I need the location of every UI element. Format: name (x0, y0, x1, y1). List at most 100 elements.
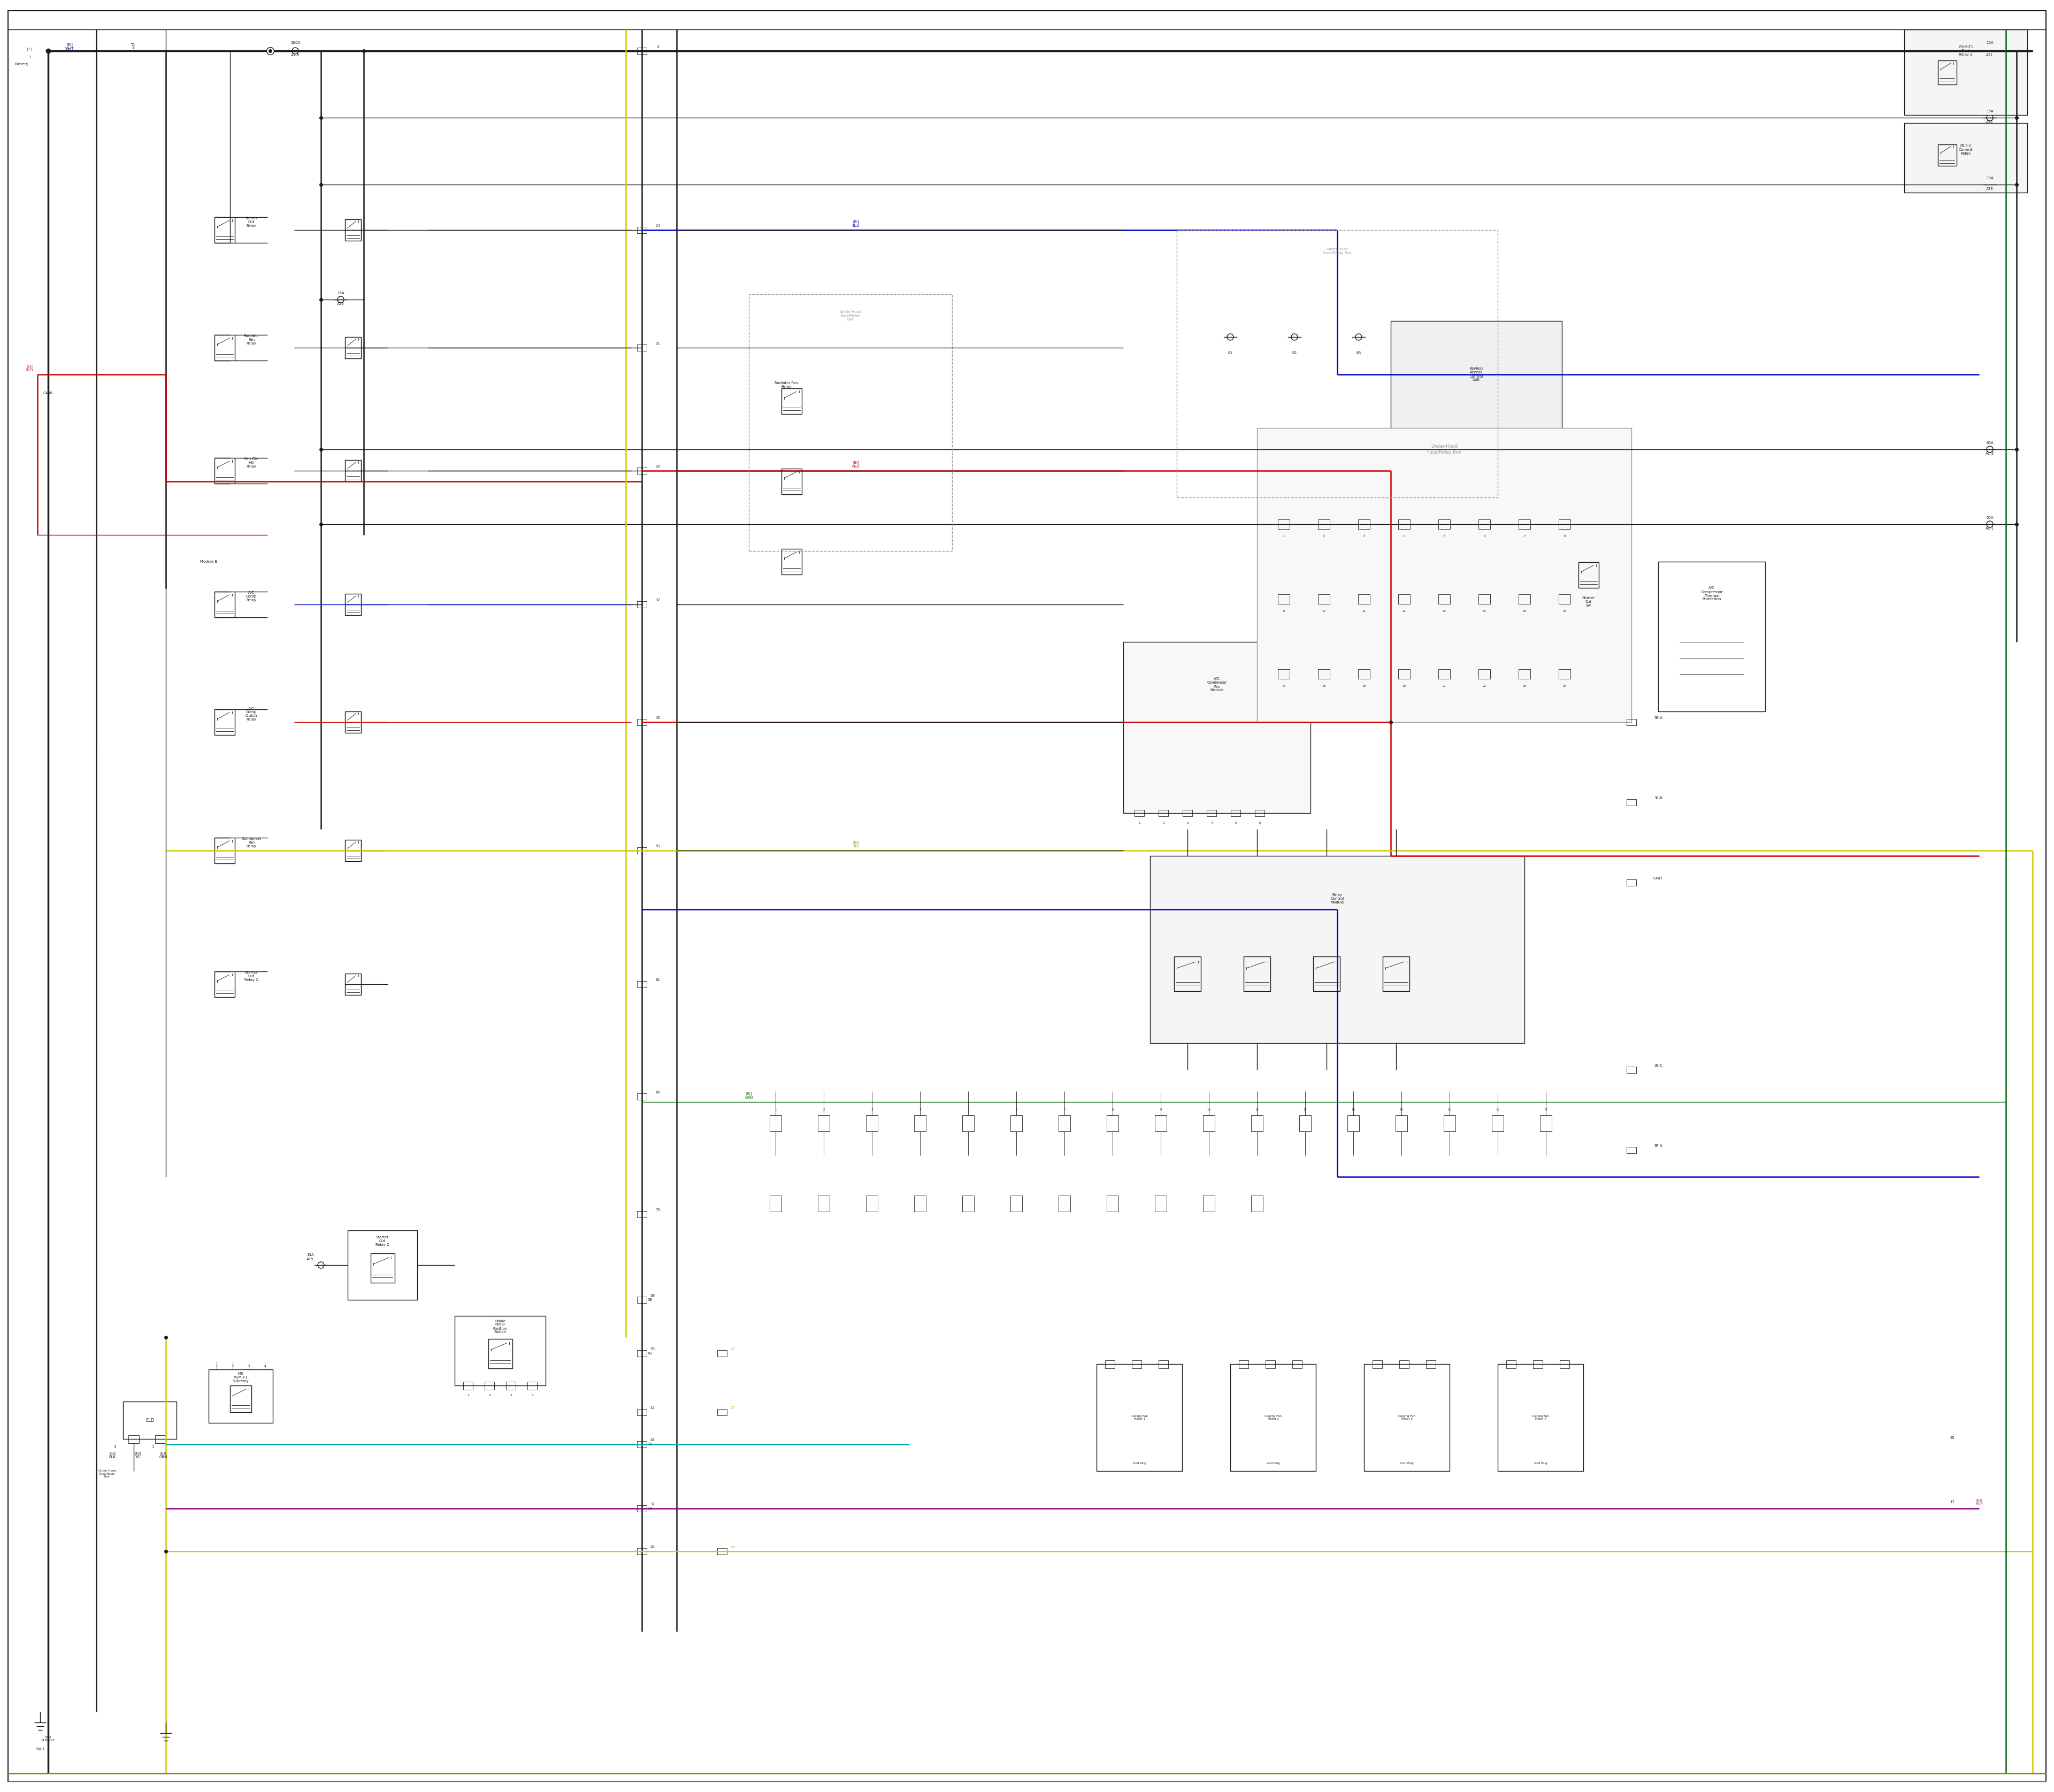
Bar (1491, 478, 1499, 484)
Bar (214, 335, 234, 360)
Bar (1397, 478, 1407, 484)
Text: A21: A21 (1986, 54, 1994, 57)
Bar (817, 1115, 830, 1131)
Bar (1204, 1195, 1214, 1211)
Text: 17: 17 (1949, 1500, 1955, 1503)
Bar (1243, 957, 1269, 991)
Bar (637, 468, 647, 473)
Text: 14: 14 (1483, 609, 1487, 613)
Bar (1518, 668, 1530, 679)
Text: Radiator Fan
Relay: Radiator Fan Relay (774, 382, 799, 389)
Text: Brake
Pedal
Position
Switch: Brake Pedal Position Switch (493, 1319, 507, 1333)
Text: A2-3: A2-3 (1986, 452, 1994, 455)
Bar (781, 468, 801, 495)
Text: 18: 18 (1323, 685, 1325, 686)
Bar (914, 1115, 926, 1131)
Text: 23: 23 (1522, 685, 1526, 686)
Bar (1257, 428, 1631, 722)
Text: Starter
Cut
Sw: Starter Cut Sw (1582, 597, 1596, 607)
Bar (1627, 1066, 1637, 1073)
Text: B3: B3 (1356, 351, 1362, 355)
Bar (717, 1548, 727, 1554)
Text: 60A: 60A (1986, 441, 1994, 444)
Text: 17: 17 (1545, 1109, 1549, 1111)
Text: 15: 15 (1448, 1109, 1452, 1111)
Text: 3F-A: 3F-A (1653, 1145, 1662, 1147)
Bar (750, 294, 953, 550)
Text: 21: 21 (1442, 685, 1446, 686)
Bar (214, 459, 234, 484)
Text: 38: 38 (651, 1294, 655, 1297)
Text: 24: 24 (1563, 685, 1567, 686)
Text: 37: 37 (651, 1503, 655, 1505)
Bar (345, 711, 362, 733)
Bar (1204, 1115, 1214, 1131)
Bar (345, 219, 362, 240)
Text: Cooling Fan
Motor 1: Cooling Fan Motor 1 (1132, 1414, 1148, 1421)
Text: A/C
Compressor
Thermal
Protection: A/C Compressor Thermal Protection (1701, 586, 1723, 600)
Text: 70: 70 (651, 1348, 655, 1351)
Bar (1627, 1147, 1637, 1154)
Bar (717, 1409, 727, 1416)
Bar (1319, 520, 1329, 529)
Text: 100A: 100A (290, 41, 300, 45)
Text: 3E-A: 3E-A (1653, 717, 1662, 719)
Text: 29: 29 (655, 464, 659, 468)
Text: Gnd Plug: Gnd Plug (1267, 1462, 1280, 1464)
Text: 10: 10 (1208, 1109, 1210, 1111)
Bar (464, 1382, 472, 1391)
Bar (1011, 1195, 1023, 1211)
Text: 37: 37 (731, 1407, 735, 1410)
Bar (1937, 61, 1957, 84)
Bar (370, 1253, 394, 1283)
Text: A/C
Comp
Clutch
Relay: A/C Comp Clutch Relay (244, 706, 257, 722)
Bar (637, 848, 647, 853)
Bar (156, 1435, 166, 1443)
Bar (1154, 1195, 1167, 1211)
Bar (528, 1382, 536, 1391)
Bar (1937, 145, 1957, 167)
Text: Condenser
Fan
Relay: Condenser Fan Relay (242, 837, 261, 848)
Bar (1904, 29, 2027, 115)
Bar (1399, 668, 1409, 679)
Bar (1532, 1360, 1543, 1369)
Bar (1438, 668, 1450, 679)
Bar (1150, 857, 1524, 1043)
Bar (1107, 1195, 1119, 1211)
Bar (781, 548, 801, 575)
Bar (1479, 520, 1491, 529)
Bar (1559, 520, 1571, 529)
Text: 22: 22 (1483, 685, 1487, 686)
Bar (1208, 810, 1216, 817)
Text: 14: 14 (1399, 1109, 1403, 1111)
Text: 44: 44 (731, 1545, 735, 1548)
Text: Gnd Plug: Gnd Plug (1534, 1462, 1547, 1464)
Text: M6
PGM-F1
Subrelay: M6 PGM-F1 Subrelay (232, 1373, 249, 1383)
Bar (1577, 563, 1598, 588)
Bar (817, 1195, 830, 1211)
Text: Starter
Cut
Relay 2: Starter Cut Relay 2 (376, 1236, 390, 1247)
Text: [EJ]
GRN: [EJ] GRN (746, 1091, 754, 1098)
Bar (1658, 561, 1764, 711)
Bar (1434, 478, 1444, 484)
Bar (210, 1369, 273, 1423)
Bar (1399, 1360, 1409, 1369)
Text: 16A: 16A (337, 292, 345, 294)
Text: Cooling Fan
Motor 4: Cooling Fan Motor 4 (1532, 1414, 1549, 1421)
Bar (489, 1339, 511, 1369)
Text: Under-Hood
Fuse/Relay
Box: Under-Hood Fuse/Relay Box (840, 310, 861, 321)
Text: 3E-C: 3E-C (1653, 1064, 1662, 1068)
Text: 17: 17 (1282, 685, 1286, 686)
Text: Gnd Plug: Gnd Plug (1401, 1462, 1413, 1464)
Text: 68: 68 (655, 1091, 659, 1093)
Text: 14: 14 (651, 1407, 655, 1410)
Bar (123, 1401, 177, 1439)
Text: A1-6: A1-6 (292, 54, 300, 57)
Bar (127, 1435, 140, 1443)
Text: (+): (+) (27, 47, 33, 50)
Text: Radiator
Fan
Relay: Radiator Fan Relay (244, 335, 259, 346)
Text: C408: C408 (43, 392, 53, 394)
Bar (214, 971, 234, 996)
Bar (637, 719, 647, 726)
Bar (1491, 1115, 1504, 1131)
